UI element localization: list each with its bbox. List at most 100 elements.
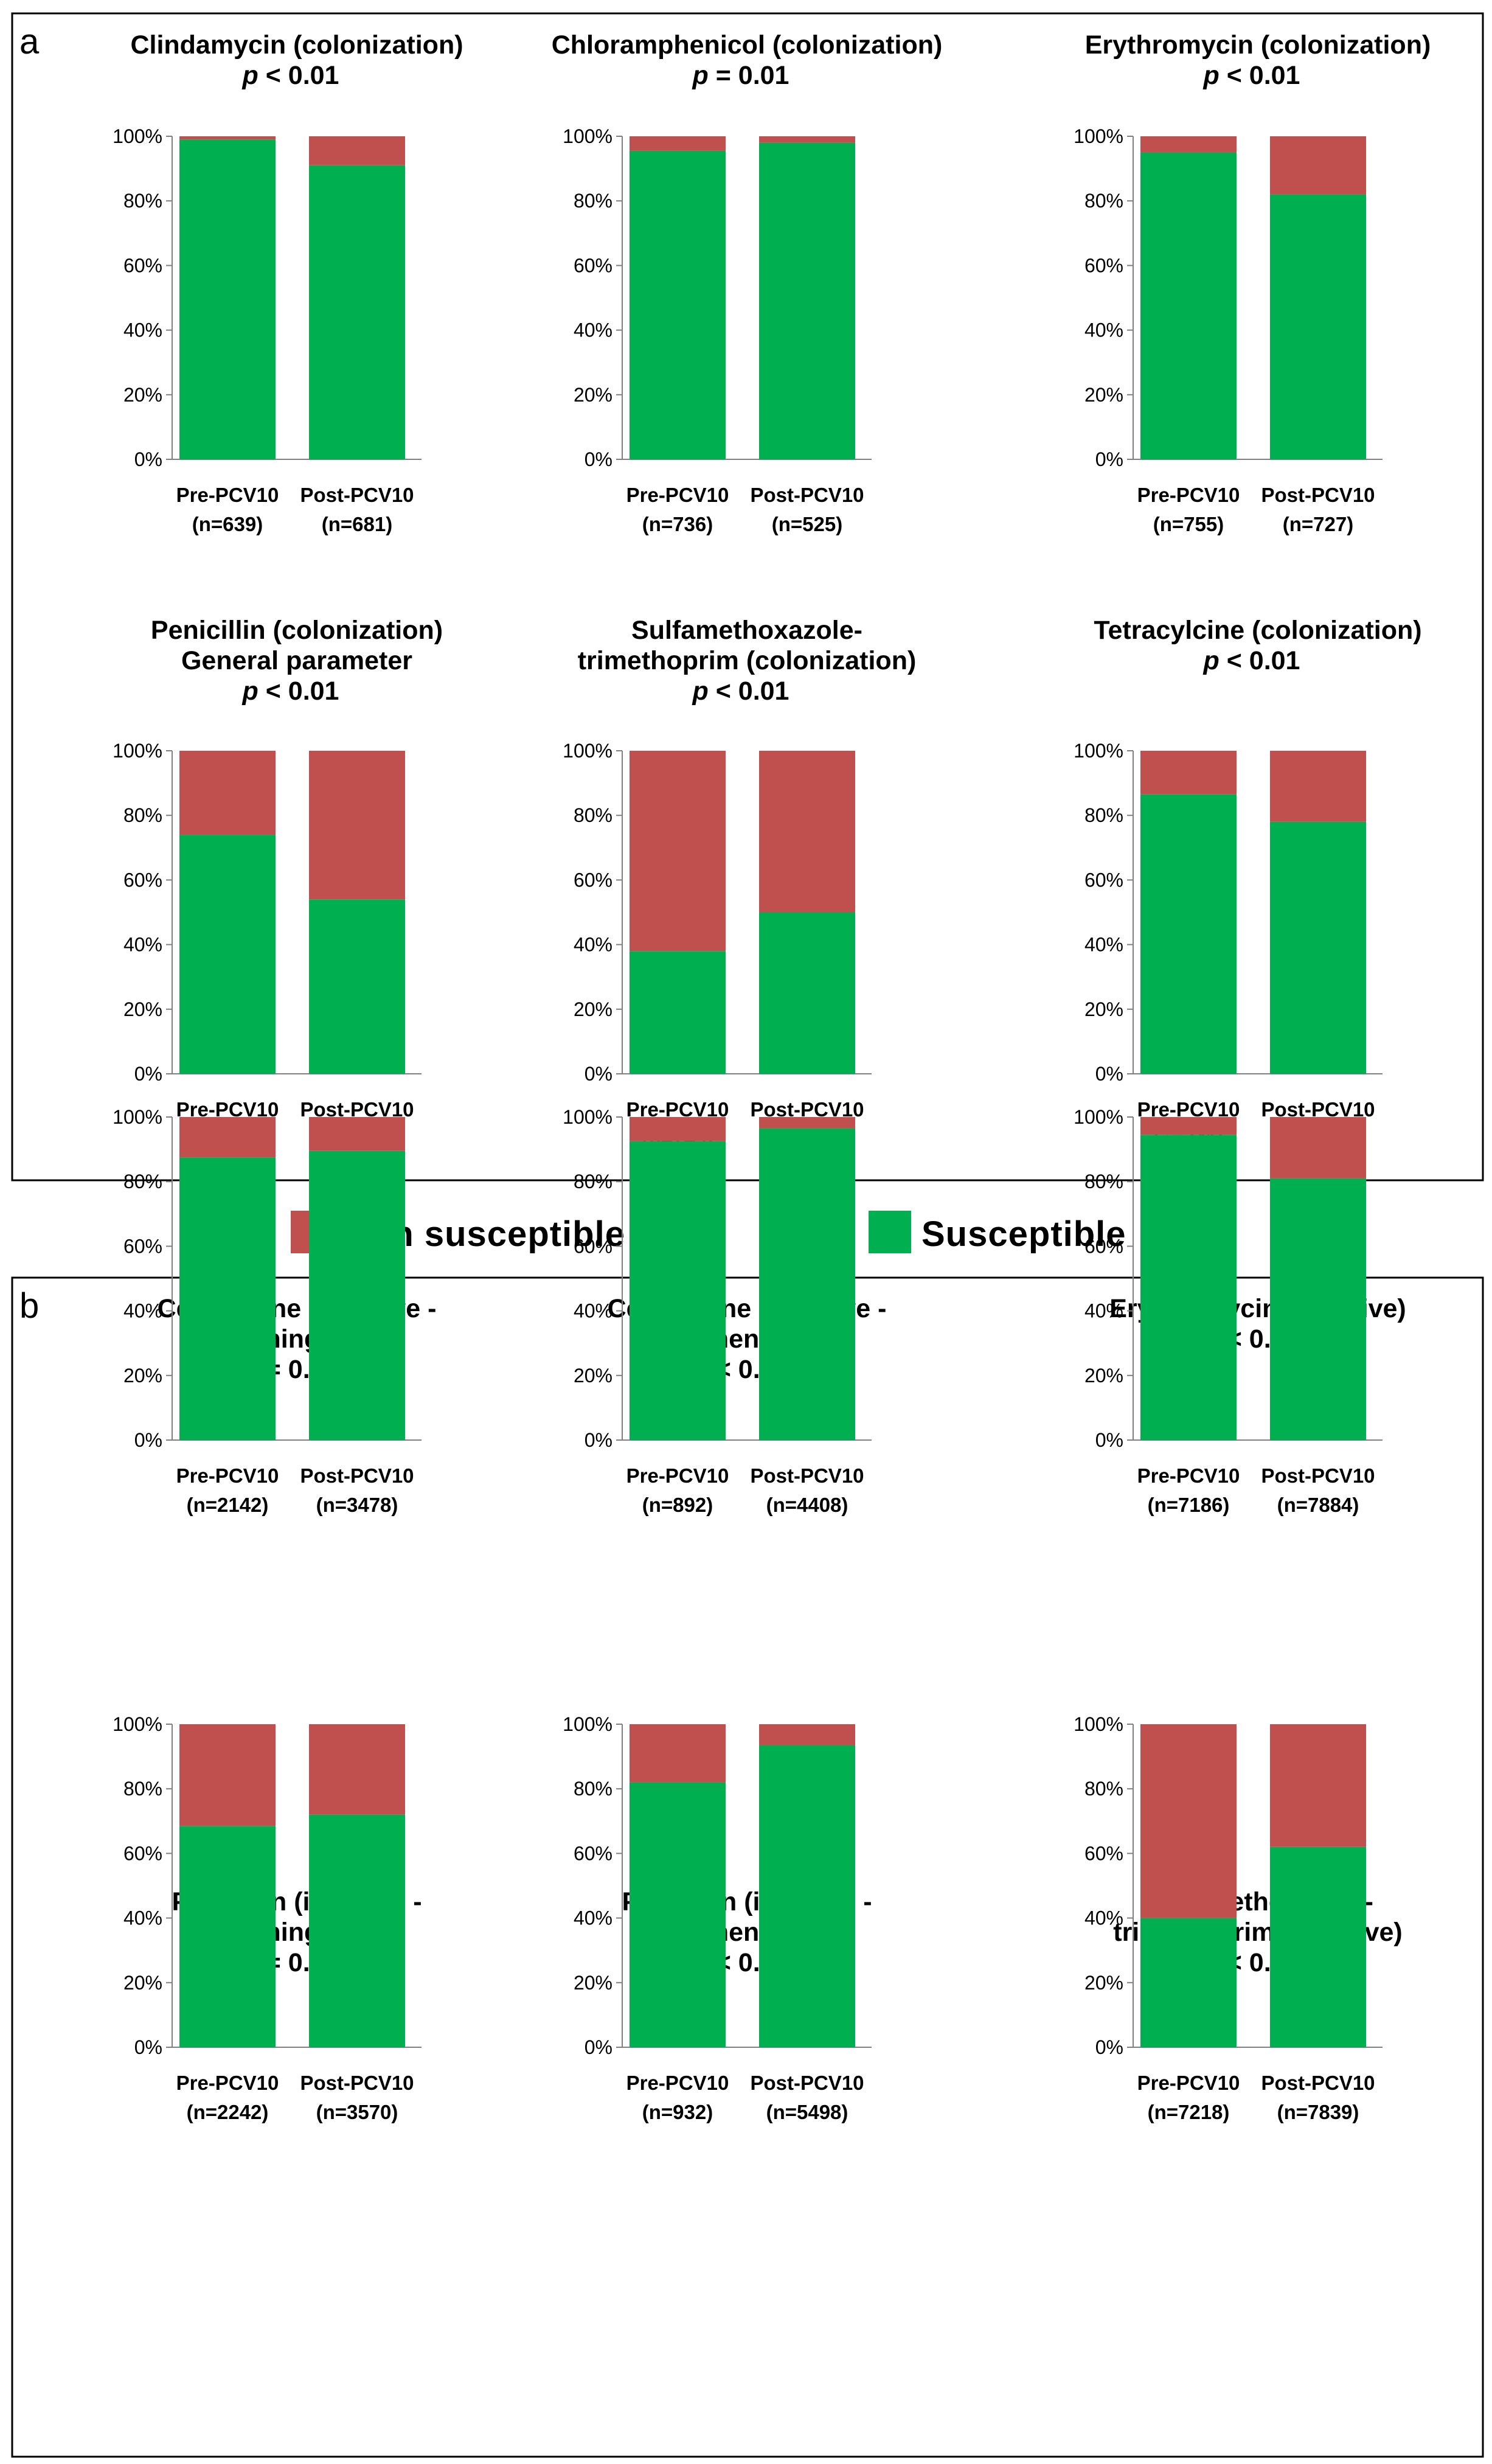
y-tick-label: 60% xyxy=(123,1842,162,1864)
category-label: (n=2142) xyxy=(187,1494,269,1516)
y-tick-label: 80% xyxy=(1084,1171,1123,1192)
category-label: Pre-PCV10 xyxy=(1137,1098,1240,1121)
bar-susceptible xyxy=(759,142,855,459)
bar-non-susceptible xyxy=(1270,1724,1366,1847)
y-tick-label: 40% xyxy=(574,934,612,956)
y-tick-label: 100% xyxy=(113,125,162,147)
p-value-label: p = 0.01 xyxy=(692,61,789,90)
legend-swatch-susceptible xyxy=(869,1211,911,1253)
y-tick-label: 0% xyxy=(585,448,612,470)
y-tick-label: 60% xyxy=(1084,1842,1123,1864)
y-tick-label: 20% xyxy=(574,384,612,406)
bar-non-susceptible xyxy=(759,751,855,913)
category-label: Post-PCV10 xyxy=(1261,2072,1375,2094)
y-tick-label: 20% xyxy=(123,1365,162,1387)
category-label: Pre-PCV10 xyxy=(176,484,279,506)
y-tick-label: 80% xyxy=(123,190,162,212)
bar-non-susceptible xyxy=(759,1117,855,1129)
category-label: Post-PCV10 xyxy=(750,1464,864,1487)
category-label: (n=7218) xyxy=(1148,2101,1230,2123)
y-tick-label: 20% xyxy=(574,1972,612,1994)
chart-title-line: Tetracylcine (colonization) xyxy=(1094,616,1421,645)
bar-non-susceptible xyxy=(1140,136,1237,153)
category-label: (n=639) xyxy=(192,513,263,535)
bar-susceptible xyxy=(630,1782,726,2047)
y-tick-label: 80% xyxy=(574,1778,612,1800)
category-label: Post-PCV10 xyxy=(300,484,414,506)
chart-title-line: trimethoprim (colonization) xyxy=(578,646,917,675)
y-tick-label: 40% xyxy=(123,319,162,341)
y-tick-label: 40% xyxy=(574,1907,612,1929)
bar-susceptible xyxy=(309,899,405,1074)
bar-non-susceptible xyxy=(630,136,726,151)
charts-layer: Clindamycin (colonization) p < 0.01 0% 20% 4… xyxy=(113,30,1431,2123)
panel-a-frame xyxy=(11,12,1484,1182)
category-label: (n=4408) xyxy=(766,1494,848,1516)
bar-susceptible xyxy=(1270,821,1366,1074)
bar-susceptible xyxy=(1140,152,1237,460)
y-tick-label: 40% xyxy=(1084,934,1123,956)
category-label: Pre-PCV10 xyxy=(626,1464,729,1487)
category-label: Post-PCV10 xyxy=(750,1098,864,1121)
category-label: Pre-PCV10 xyxy=(176,1464,279,1487)
y-tick-label: 40% xyxy=(574,1300,612,1322)
bar-non-susceptible xyxy=(179,751,276,835)
bar-susceptible xyxy=(179,1157,276,1440)
y-tick-label: 40% xyxy=(574,319,612,341)
category-label: Post-PCV10 xyxy=(1261,484,1375,506)
chart-title-line: Sulfamethoxazole- xyxy=(631,616,862,645)
y-tick-label: 80% xyxy=(1084,1778,1123,1800)
p-value-label: p < 0.01 xyxy=(1203,61,1300,90)
p-value-label: p < 0.01 xyxy=(1203,646,1300,675)
chart-11: Penicillin (invasive -non-meningitis)p <… xyxy=(563,1713,872,2123)
chart-12: Sulfamethoxazole-trimethoprim (invasive)… xyxy=(1074,1713,1403,2123)
bar-non-susceptible xyxy=(179,136,276,140)
category-label: (n=2242) xyxy=(187,2101,269,2123)
category-label: Pre-PCV10 xyxy=(1137,484,1240,506)
y-tick-label: 0% xyxy=(585,1063,612,1085)
y-tick-label: 80% xyxy=(123,1778,162,1800)
y-tick-label: 100% xyxy=(113,1713,162,1735)
category-label: (n=3478) xyxy=(316,1494,398,1516)
y-tick-label: 80% xyxy=(574,190,612,212)
y-tick-label: 0% xyxy=(134,448,162,470)
category-label: (n=681) xyxy=(322,513,392,535)
y-tick-label: 80% xyxy=(1084,804,1123,826)
chart-title-line: Clindamycin (colonization) xyxy=(130,30,463,60)
y-tick-label: 60% xyxy=(1084,869,1123,891)
bar-non-susceptible xyxy=(179,1724,276,1826)
y-tick-label: 60% xyxy=(1084,1235,1123,1257)
bar-non-susceptible xyxy=(1270,1117,1366,1178)
bar-susceptible xyxy=(179,139,276,459)
p-value-label: p < 0.01 xyxy=(692,677,789,706)
bar-non-susceptible xyxy=(309,751,405,900)
chart-1: Clindamycin (colonization)p < 0.01 0% 20% 4… xyxy=(113,30,463,535)
category-label: (n=755) xyxy=(1153,513,1224,535)
category-label: (n=7839) xyxy=(1277,2101,1359,2123)
y-tick-label: 80% xyxy=(574,1171,612,1192)
y-tick-label: 80% xyxy=(1084,190,1123,212)
y-tick-label: 20% xyxy=(123,384,162,406)
y-tick-label: 20% xyxy=(574,998,612,1020)
category-label: Pre-PCV10 xyxy=(626,1098,729,1121)
category-label: Pre-PCV10 xyxy=(1137,1464,1240,1487)
category-label: (n=3570) xyxy=(316,2101,398,2123)
chart-7: Ceftriaxone (invasive -meningitis)p = 0.… xyxy=(113,1106,436,1516)
category-label: (n=7884) xyxy=(1277,1494,1359,1516)
chart-8: Ceftriaxone (invasive -non-meningitis)p … xyxy=(563,1106,886,1516)
panel-b-letter: b xyxy=(19,1286,39,1326)
bar-susceptible xyxy=(309,165,405,459)
y-tick-label: 100% xyxy=(563,1713,612,1735)
chart-title-line: Chloramphenicol (colonization) xyxy=(552,30,943,60)
y-tick-label: 40% xyxy=(123,1907,162,1929)
y-tick-label: 100% xyxy=(563,125,612,147)
bar-non-susceptible xyxy=(179,1117,276,1158)
bar-non-susceptible xyxy=(1270,136,1366,195)
y-tick-label: 100% xyxy=(113,740,162,762)
category-label: (n=892) xyxy=(642,1494,713,1516)
y-tick-label: 60% xyxy=(574,1842,612,1864)
category-label: (n=525) xyxy=(772,513,842,535)
bar-susceptible xyxy=(759,1128,855,1440)
y-tick-label: 40% xyxy=(1084,1907,1123,1929)
y-tick-label: 100% xyxy=(563,740,612,762)
